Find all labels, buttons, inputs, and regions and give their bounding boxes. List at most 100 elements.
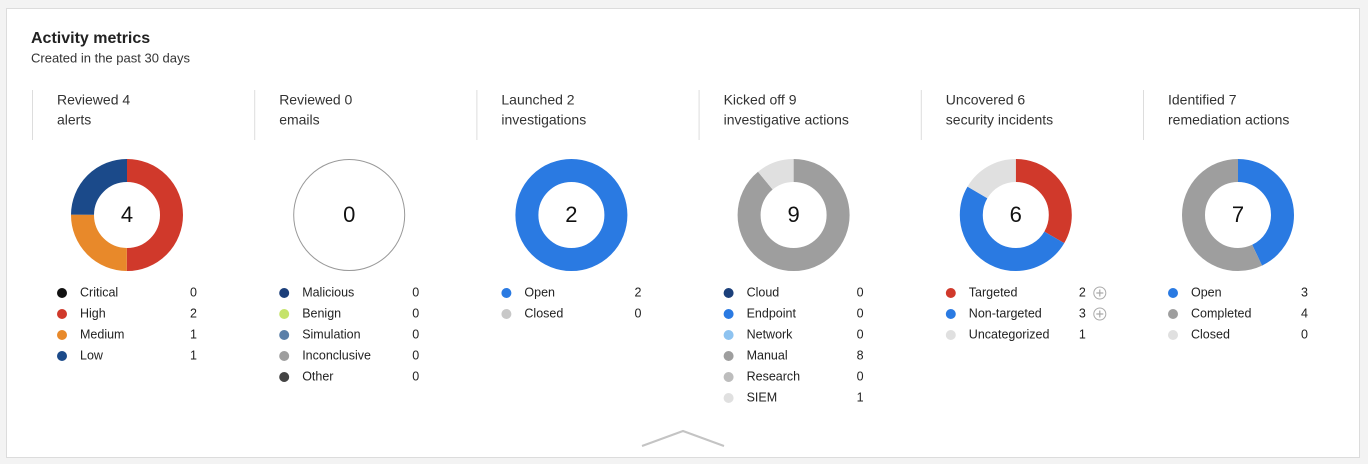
donut-segment [959,159,1072,271]
legend-value: 0 [857,285,864,299]
legend-label: Open [1191,285,1222,299]
expand-button[interactable] [1093,286,1107,300]
card-heading: emails [279,112,319,128]
legend-dot [57,330,67,340]
legend-label: Completed [1191,306,1251,320]
legend-label: Critical [80,285,118,299]
expand-circle [1093,307,1107,321]
donut-segment [71,159,183,271]
card-heading: Reviewed 0 [279,92,352,108]
legend-value: 0 [412,306,419,320]
legend-dot [723,393,734,403]
legend-value: 0 [412,285,419,299]
panel [6,8,1360,458]
card-heading: Identified 7 [1168,92,1237,108]
legend-value: 1 [190,348,197,362]
legend-value: 0 [1301,327,1308,341]
legend-label: Network [747,327,794,341]
donut-total: 6 [1010,202,1022,227]
legend-dot [1168,330,1178,340]
legend-dot [279,309,290,319]
legend-label: Research [747,369,801,383]
card-heading: security incidents [946,112,1053,128]
legend-value: 0 [412,369,419,383]
donut-segment [515,159,628,271]
legend-label: Closed [1191,327,1230,341]
expand-button[interactable] [1093,307,1107,321]
legend-value: 3 [1301,285,1308,299]
legend-value: 1 [1079,327,1086,341]
legend-value: 4 [1301,306,1308,320]
legend-label: Medium [80,327,124,341]
legend-value: 0 [857,306,864,320]
card-heading: Reviewed 4 [57,92,130,108]
legend-label: Cloud [747,285,780,299]
legend-label: Benign [302,306,341,320]
legend-dot [1168,309,1178,319]
legend-dot [501,309,512,319]
legend-dot [723,330,734,340]
legend-dot [279,351,290,361]
legend-value: 1 [190,327,197,341]
legend-value: 2 [190,306,197,320]
legend-dot [945,309,956,319]
legend-dot [1168,288,1178,298]
legend-label: Non-targeted [969,306,1042,320]
panel-title: Activity metrics [31,30,150,47]
legend-value: 0 [634,306,641,320]
donut-segment [1182,159,1294,271]
legend-value: 0 [412,348,419,362]
donut-segment [959,159,1072,271]
donut-segment [71,159,183,271]
legend-label: Closed [524,306,563,320]
legend-dot [723,351,734,361]
card-heading: investigations [501,112,586,128]
legend-dot [945,288,956,298]
legend-label: High [80,306,106,320]
legend-value: 2 [634,285,641,299]
expand-plus [1096,310,1104,318]
legend-label: Low [80,348,104,362]
legend-label: Uncategorized [969,327,1050,341]
legend-label: Endpoint [747,306,797,320]
legend-dot [279,330,290,340]
card-heading: Uncovered 6 [946,92,1026,108]
legend-dot [723,309,734,319]
collapse-chevron[interactable] [641,429,725,447]
donut-total: 9 [787,202,799,227]
legend-label: Open [524,285,555,299]
donut-empty [293,159,406,271]
legend-value: 0 [857,327,864,341]
legend-value: 0 [857,369,864,383]
legend-dot [279,372,290,382]
donut-total: 0 [343,202,355,227]
legend-label: SIEM [747,390,778,404]
card-heading: Launched 2 [501,92,574,108]
donut-segment [737,159,850,271]
legend-label: Inconclusive [302,348,371,362]
card-heading: alerts [57,112,91,128]
card-heading: remediation actions [1168,112,1289,128]
donut-total: 7 [1232,202,1244,227]
expand-circle [1093,286,1107,300]
legend-value: 2 [1079,285,1086,299]
legend-value: 0 [190,285,197,299]
legend-dot [279,288,290,298]
expand-plus [1096,289,1104,297]
legend-dot [57,288,67,298]
legend-dot [723,288,734,298]
legend-label: Manual [747,348,788,362]
legend-dot [723,372,734,382]
legend-label: Other [302,369,333,383]
card-heading: investigative actions [724,112,849,128]
legend-dot [945,330,956,340]
legend-dot [57,351,67,361]
legend-value: 1 [857,390,864,404]
legend-value: 8 [857,348,864,362]
legend-label: Malicious [302,285,354,299]
donut-total: 4 [121,202,133,227]
legend-dot [57,309,67,319]
legend-value: 3 [1079,306,1086,320]
